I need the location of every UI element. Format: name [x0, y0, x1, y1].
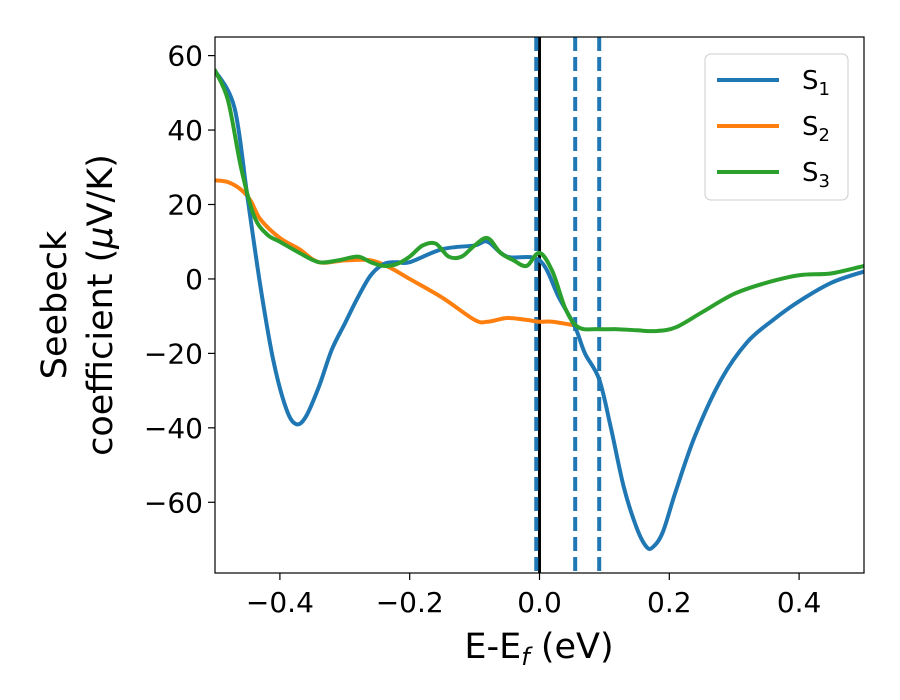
- y-tick-label: 20: [167, 189, 203, 222]
- series-lines: [215, 68, 864, 552]
- legend-label-S3: S3: [802, 158, 830, 192]
- reference-lines: [534, 37, 602, 573]
- y-axis-ticks: −60 −40 −20 0 20 40 60: [144, 40, 215, 519]
- x-tick-label: −0.2: [376, 586, 444, 619]
- x-axis-label: E-Ef (eV): [464, 627, 613, 671]
- x-tick-label: −0.4: [246, 586, 314, 619]
- y-tick-label: 40: [167, 114, 203, 147]
- y-axis-label-line2: coefficient (μV/K): [81, 154, 121, 456]
- series-line-S3: [215, 68, 864, 334]
- y-tick-label: −20: [144, 337, 203, 370]
- y-tick-label: −40: [144, 412, 203, 445]
- legend: S1 S2 S3: [704, 53, 849, 201]
- y-axis-label-line1: Seebeck: [35, 230, 75, 379]
- y-tick-label: −60: [144, 486, 203, 519]
- legend-label-S2: S2: [802, 112, 830, 146]
- x-axis-ticks: −0.4 −0.2 0.0 0.2 0.4: [246, 573, 821, 619]
- series-line-S2: [215, 178, 578, 328]
- legend-label-S1: S1: [802, 66, 830, 100]
- x-tick-label: 0.2: [647, 586, 692, 619]
- x-tick-label: 0.0: [517, 586, 562, 619]
- y-tick-label: 60: [167, 40, 203, 73]
- x-tick-label: 0.4: [777, 586, 822, 619]
- y-tick-label: 0: [185, 263, 203, 296]
